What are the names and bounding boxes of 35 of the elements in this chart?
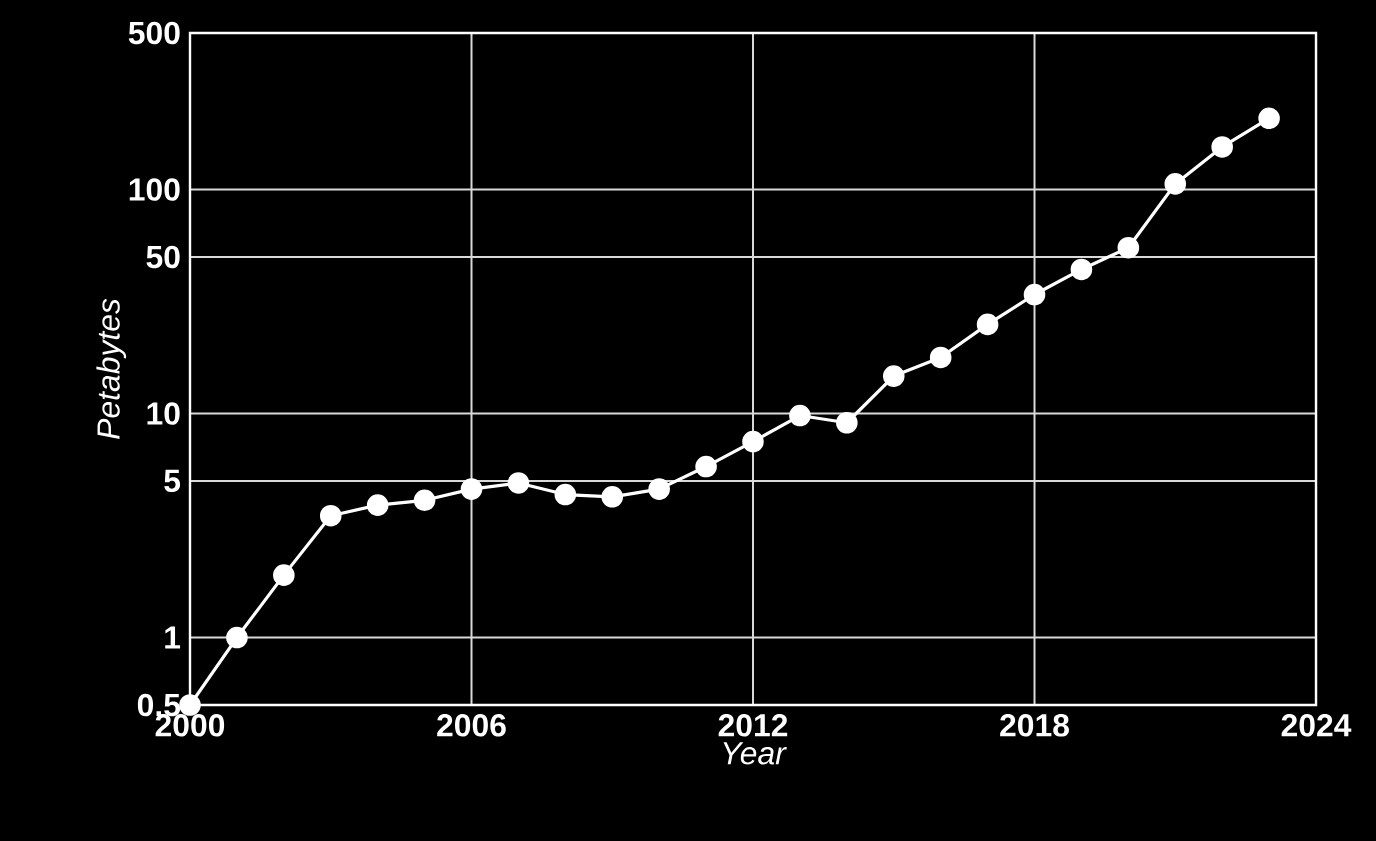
x-tick-label: 2018 — [1000, 714, 1069, 737]
point — [1258, 107, 1280, 130]
x-axis-title: Year — [723, 742, 787, 765]
point — [554, 483, 577, 506]
point — [1023, 283, 1046, 306]
point — [742, 430, 764, 453]
point — [789, 404, 811, 427]
point — [1211, 136, 1233, 158]
y-tick-label: 500 — [128, 21, 180, 45]
point — [226, 626, 248, 649]
point — [413, 489, 436, 512]
y-tick-label: 5 — [164, 469, 181, 493]
x-tick-label: 2024 — [1281, 714, 1352, 737]
point — [929, 346, 952, 369]
y-tick-label: 50 — [146, 245, 180, 269]
point — [1164, 173, 1187, 195]
point — [366, 494, 389, 516]
point — [319, 504, 342, 527]
point — [507, 472, 530, 494]
y-tick-label: 10 — [147, 402, 180, 425]
point — [695, 455, 717, 478]
y-axis-title: Petabytes — [96, 298, 127, 439]
point — [1070, 258, 1093, 281]
x-tick-label: 2006 — [437, 714, 506, 737]
point — [601, 486, 624, 508]
point — [882, 365, 905, 387]
y-tick-label: 1 — [165, 626, 181, 649]
y-tick-label: 100 — [129, 178, 180, 201]
x-tick-label: 2012 — [718, 714, 788, 737]
point — [976, 313, 999, 336]
point — [273, 564, 295, 586]
point — [1117, 236, 1140, 259]
point — [648, 478, 670, 500]
point — [460, 478, 483, 500]
point — [836, 411, 858, 434]
